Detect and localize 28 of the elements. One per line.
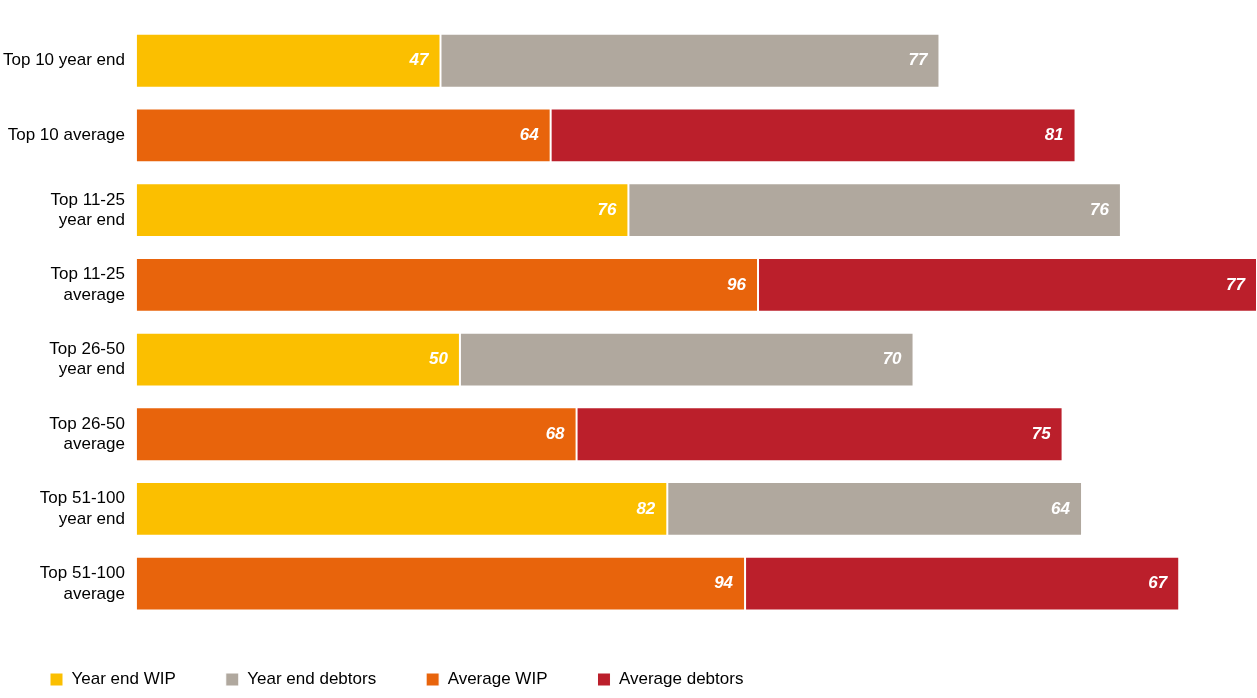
data-label: 64	[519, 125, 540, 145]
data-label: 94	[714, 573, 734, 593]
data-label: 76	[597, 199, 617, 219]
data-label: 50	[429, 349, 449, 369]
data-label: 67	[1148, 573, 1169, 593]
legend-label: Year end debtors	[247, 669, 377, 689]
data-label: 68	[545, 423, 566, 443]
y-tick-label: Top 26-50 year end	[49, 339, 125, 379]
data-label: 75	[1031, 423, 1052, 443]
data-label: 82	[636, 498, 656, 518]
data-label: 77	[908, 50, 929, 70]
data-label: 81	[1044, 125, 1064, 145]
y-tick-label: Top 51-100 average	[39, 563, 125, 603]
data-label: 47	[408, 50, 431, 70]
legend-label: Year end WIP	[71, 669, 176, 689]
y-tick-label: Top 10 year end	[3, 50, 125, 70]
legend-label: Average debtors	[618, 669, 744, 689]
y-tick-label: Top 26-50 average	[49, 413, 125, 454]
y-tick-label: Top 10 average	[7, 125, 125, 145]
data-label: 77	[1226, 274, 1247, 294]
y-tick-label: Top 51-100 year end	[39, 488, 125, 528]
data-label: 70	[882, 349, 903, 369]
data-label: 96	[727, 274, 747, 294]
y-tick-label: Top 11-25 year end	[50, 189, 125, 230]
legend-label: Average WIP	[447, 669, 548, 689]
y-tick-label: Top 11-25 average	[50, 264, 125, 304]
data-label: 64	[1051, 498, 1071, 518]
data-label: 76	[1089, 199, 1110, 219]
